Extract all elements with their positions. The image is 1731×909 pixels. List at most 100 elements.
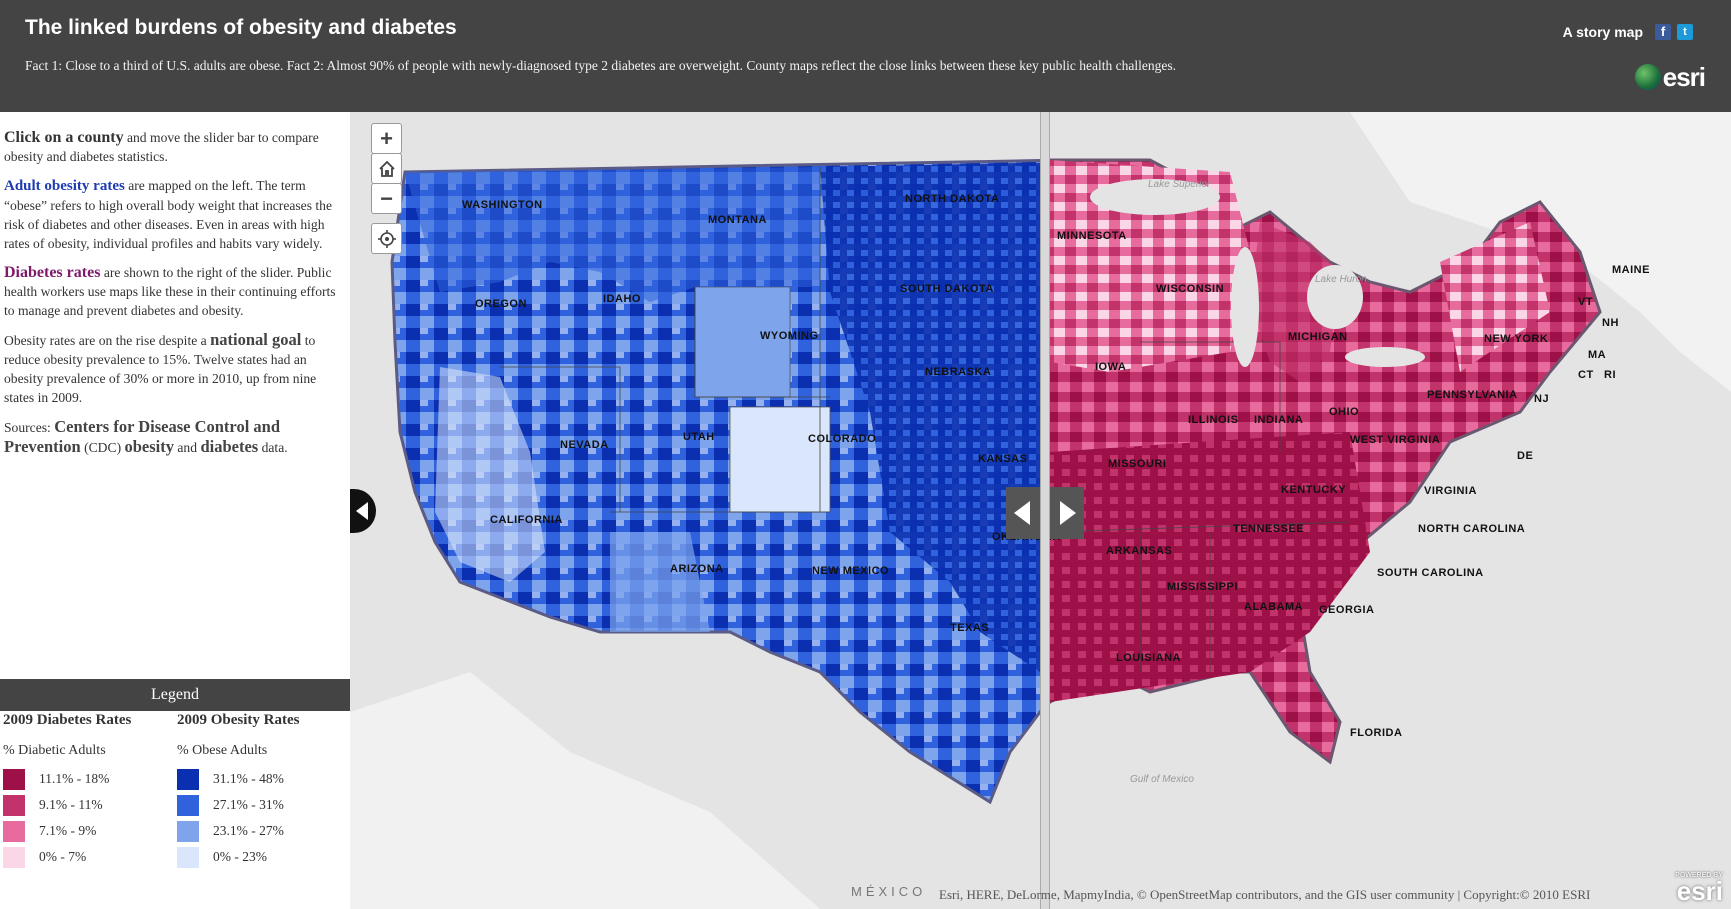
state-label: NEVADA: [560, 439, 609, 451]
obesity-plains-region[interactable]: [820, 162, 1070, 672]
intro-paragraph-4: Obesity rates are on the rise despite a …: [4, 330, 346, 407]
obesity-map[interactable]: [390, 159, 1070, 805]
mexico-label: MÉXICO: [851, 884, 927, 899]
cdc-link[interactable]: Centers for Disease Control and Preventi…: [4, 417, 281, 456]
state-label: OREGON: [475, 298, 527, 310]
state-label: MONTANA: [708, 214, 767, 226]
zoom-out-button[interactable]: −: [371, 183, 402, 214]
legend-swatch: [177, 768, 199, 790]
legend-label: 27.1% - 31%: [213, 797, 284, 812]
legend-swatch: [3, 820, 25, 842]
intro-p3-text: are shown to the right of the slider. Pu…: [4, 265, 336, 318]
state-border: [1050, 521, 1351, 533]
state-label: DE: [1517, 450, 1533, 462]
zoom-in-button[interactable]: +: [371, 123, 402, 154]
diabetes-northeast-region[interactable]: [1440, 222, 1550, 372]
state-label: KANSAS: [978, 453, 1027, 465]
legend-item: 11.1% - 18%: [3, 768, 109, 790]
legend-swatch: [3, 768, 25, 790]
intro-p4-text-b: to reduce obesity prevalence to 15%. Twe…: [4, 333, 317, 405]
state-label: WISCONSIN: [1156, 283, 1224, 295]
state-label: WEST VIRGINIA: [1350, 434, 1440, 446]
state-label: SOUTH CAROLINA: [1377, 567, 1484, 579]
page-title: The linked burdens of obesity and diabet…: [25, 16, 457, 39]
state-label: RI: [1604, 369, 1616, 381]
legend-swatch: [177, 794, 199, 816]
state-labels-right: MINNESOTA WISCONSIN MICHIGAN IOWA ILLINO…: [1057, 230, 1649, 739]
page-subtitle: Fact 1: Close to a third of U.S. adults …: [25, 58, 1176, 73]
legend-item: 9.1% - 11%: [3, 794, 103, 816]
state-label: NEBRASKA: [925, 366, 991, 378]
legend-label: 7.1% - 9%: [39, 823, 97, 838]
legend-item: 23.1% - 27%: [177, 820, 284, 842]
globe-icon: [1634, 64, 1661, 90]
powered-by-esri-logo[interactable]: POWERED BY esri: [1675, 872, 1723, 904]
obesity-legend-subtitle: % Obese Adults: [177, 743, 268, 758]
locate-button[interactable]: [371, 223, 402, 254]
legend-item: 27.1% - 31%: [177, 794, 284, 816]
esri-logo[interactable]: esri: [1634, 60, 1706, 94]
legend-swatch: [3, 794, 25, 816]
state-label: NH: [1602, 317, 1619, 329]
state-border: [500, 366, 621, 512]
map-view[interactable]: Lake Superior Lake Huron Gulf of Mexico …: [350, 112, 1731, 909]
state-label: INDIANA: [1254, 414, 1303, 426]
wyoming-region[interactable]: [694, 286, 791, 398]
legend-item: 31.1% - 48%: [177, 768, 284, 790]
legend-header: Legend: [0, 679, 350, 711]
arizona-region[interactable]: [610, 532, 710, 632]
swipe-right-arrow[interactable]: [1050, 487, 1084, 539]
swipe-left-arrow[interactable]: [1006, 487, 1040, 539]
home-button[interactable]: [371, 153, 402, 184]
northwest-region[interactable]: [405, 167, 820, 302]
diabetes-rates-link[interactable]: Diabetes rates: [4, 264, 101, 281]
obesity-rates-link[interactable]: Adult obesity rates: [4, 178, 125, 194]
state-label: CALIFORNIA: [490, 514, 563, 526]
state-label: NJ: [1534, 393, 1549, 405]
legend-label: 0% - 7%: [39, 849, 87, 864]
california-coast-region[interactable]: [435, 367, 545, 582]
canada-land: [1350, 112, 1731, 392]
state-label: TENNESSEE: [1233, 523, 1304, 535]
intro-paragraph-3: Diabetes rates are shown to the right of…: [4, 263, 346, 320]
facebook-icon[interactable]: f: [1655, 24, 1671, 40]
diabetes-map[interactable]: [950, 158, 1602, 765]
intro-paragraph-2: Adult obesity rates are mapped on the le…: [4, 176, 346, 253]
intro-paragraph-5: Sources: Centers for Disease Control and…: [4, 417, 346, 457]
diabetes-data-link[interactable]: diabetes: [200, 437, 259, 456]
esri-logo-text: esri: [1662, 61, 1706, 92]
lake-huron-label: Lake Huron: [1315, 274, 1367, 285]
diabetes-upper-midwest-region[interactable]: [1050, 160, 1250, 372]
legend-item: 0% - 7%: [3, 846, 86, 868]
state-border: [694, 287, 830, 398]
state-label: MICHIGAN: [1288, 331, 1348, 343]
state-label: KENTUCKY: [1281, 484, 1346, 496]
twitter-icon[interactable]: t: [1677, 24, 1693, 40]
state-label: ILLINOIS: [1188, 414, 1238, 426]
state-label: MISSISSIPPI: [1167, 581, 1238, 593]
state-label: IOWA: [1095, 361, 1126, 373]
swipe-divider[interactable]: [1040, 112, 1050, 909]
state-label: VIRGINIA: [1424, 485, 1477, 497]
legend-label: 0% - 23%: [213, 849, 267, 864]
state-label: ARKANSAS: [1106, 545, 1172, 557]
state-label: LOUISIANA: [1116, 652, 1181, 664]
lake-huron: [1307, 265, 1363, 329]
obesity-data-link[interactable]: obesity: [124, 437, 175, 456]
colorado-region[interactable]: [729, 406, 831, 513]
powered-by-text: POWERED BY: [1675, 872, 1723, 879]
sources-label: Sources:: [4, 420, 55, 435]
legend-label: 23.1% - 27%: [213, 823, 284, 838]
state-border: [1140, 341, 1281, 452]
intro-p1-text: and move the slider bar to compare obesi…: [4, 130, 319, 164]
state-label: NEW YORK: [1484, 333, 1548, 345]
state-label: NEW MEXICO: [812, 565, 889, 577]
state-label: WASHINGTON: [462, 199, 543, 211]
state-label: CT: [1578, 369, 1594, 381]
app-header: The linked burdens of obesity and diabet…: [0, 0, 1731, 112]
gulf-label: Gulf of Mexico: [1130, 774, 1194, 785]
state-label: NORTH DAKOTA: [905, 193, 999, 205]
national-goal-link[interactable]: national goal: [210, 330, 302, 349]
state-label: WYOMING: [760, 330, 819, 342]
story-map-label: A story map: [1562, 24, 1643, 40]
